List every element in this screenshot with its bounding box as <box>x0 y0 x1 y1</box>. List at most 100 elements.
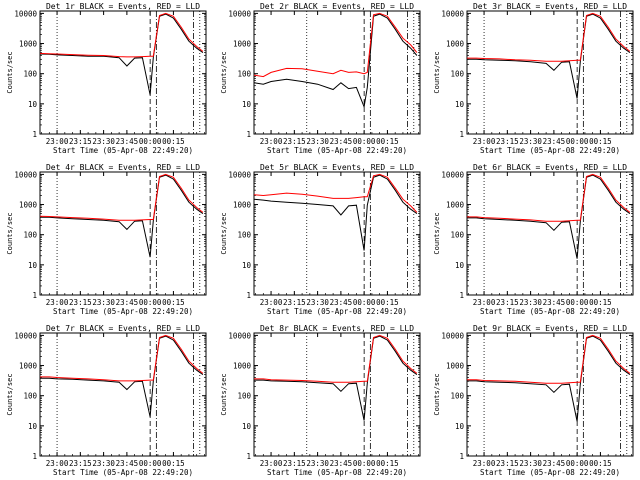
series-line-events <box>467 335 631 422</box>
x-axis-label: Start Time (05-Apr-08 22:49:20) <box>53 307 193 316</box>
series-line-lld <box>40 173 204 221</box>
x-axis-label: Start Time (05-Apr-08 22:49:20) <box>480 307 620 316</box>
y-tick-label: 10000 <box>14 170 37 179</box>
y-tick-label: 1 <box>32 130 37 139</box>
series-line-lld <box>467 334 631 384</box>
chart-panel-8: Det 8r BLACK = Events, RED = LLD 1 10 100 10… <box>220 324 421 477</box>
x-tick-label: 00:15 <box>376 137 399 146</box>
x-tick-label: 23:30 <box>306 459 329 468</box>
series-line-lld <box>254 334 418 383</box>
y-tick-label: 10000 <box>228 9 251 18</box>
x-tick-label: 23:45 <box>543 298 566 307</box>
x-tick-label: 00:15 <box>162 298 185 307</box>
x-tick-label: 23:15 <box>69 459 92 468</box>
panel-title: Det 8r BLACK = Events, RED = LLD <box>260 324 414 333</box>
y-axis-label: Counts/sec <box>433 212 441 254</box>
series-line-lld <box>40 334 204 382</box>
x-tick-label: 23:15 <box>496 137 519 146</box>
y-tick-label: 100 <box>23 70 37 79</box>
panel-title: Det 7r BLACK = Events, RED = LLD <box>46 324 200 333</box>
chart-panel-3: Det 3r BLACK = Events, RED = LLD 1 10 100 10… <box>433 2 634 155</box>
x-tick-label: 00:00 <box>353 137 376 146</box>
x-tick-label: 00:00 <box>353 298 376 307</box>
chart-panel-7: Det 7r BLACK = Events, RED = LLD 1 10 100 10… <box>6 324 207 477</box>
x-axis-label: Start Time (05-Apr-08 22:49:20) <box>267 468 407 477</box>
y-tick-label: 10000 <box>441 170 464 179</box>
panel-title: Det 9r BLACK = Events, RED = LLD <box>473 324 627 333</box>
y-tick-label: 10 <box>455 100 465 109</box>
x-tick-label: 23:00 <box>46 298 69 307</box>
y-tick-label: 10000 <box>14 331 37 340</box>
y-tick-label: 100 <box>237 392 251 401</box>
chart-panel-6: Det 6r BLACK = Events, RED = LLD 1 10 100 10… <box>433 163 634 316</box>
chart-panel-9: Det 9r BLACK = Events, RED = LLD 1 10 100 10… <box>433 324 634 477</box>
y-tick-label: 10 <box>242 261 252 270</box>
x-tick-label: 23:00 <box>473 137 496 146</box>
x-tick-label: 23:15 <box>283 137 306 146</box>
y-tick-label: 1 <box>246 130 251 139</box>
x-tick-label: 00:15 <box>589 137 612 146</box>
x-tick-label: 23:45 <box>330 459 353 468</box>
y-axis-label: Counts/sec <box>6 212 14 254</box>
panel-title: Det 5r BLACK = Events, RED = LLD <box>260 163 414 172</box>
x-tick-label: 23:30 <box>519 137 542 146</box>
x-tick-label: 23:15 <box>283 459 306 468</box>
x-tick-label: 23:45 <box>116 137 139 146</box>
x-tick-label: 00:15 <box>376 298 399 307</box>
series-line-lld <box>467 12 631 62</box>
x-tick-label: 23:00 <box>473 459 496 468</box>
x-tick-label: 23:45 <box>330 298 353 307</box>
y-tick-label: 1 <box>32 291 37 300</box>
y-tick-label: 10000 <box>228 331 251 340</box>
panel-title: Det 1r BLACK = Events, RED = LLD <box>46 2 200 11</box>
y-tick-label: 10 <box>242 100 252 109</box>
x-tick-label: 23:15 <box>496 298 519 307</box>
y-tick-label: 1 <box>459 452 464 461</box>
series-line-events <box>254 335 418 421</box>
x-tick-label: 00:00 <box>139 459 162 468</box>
x-tick-label: 00:00 <box>566 459 589 468</box>
series-line-events <box>40 335 204 417</box>
panel-title: Det 3r BLACK = Events, RED = LLD <box>473 2 627 11</box>
x-tick-label: 23:00 <box>46 459 69 468</box>
x-axis-label: Start Time (05-Apr-08 22:49:20) <box>267 307 407 316</box>
x-tick-label: 23:30 <box>306 137 329 146</box>
series-line-lld <box>467 173 631 222</box>
y-tick-label: 10 <box>242 422 252 431</box>
x-tick-label: 23:30 <box>92 459 115 468</box>
series-line-lld <box>254 173 418 213</box>
x-tick-label: 23:00 <box>473 298 496 307</box>
x-tick-label: 00:15 <box>162 137 185 146</box>
y-tick-label: 1000 <box>233 362 252 371</box>
y-tick-label: 100 <box>450 70 464 79</box>
x-axis-label: Start Time (05-Apr-08 22:49:20) <box>53 146 193 155</box>
x-tick-label: 23:45 <box>330 137 353 146</box>
y-tick-label: 10 <box>455 422 465 431</box>
y-tick-label: 10 <box>455 261 465 270</box>
series-line-lld <box>254 12 418 78</box>
panel-title: Det 6r BLACK = Events, RED = LLD <box>473 163 627 172</box>
y-tick-label: 1000 <box>19 40 38 49</box>
x-tick-label: 23:30 <box>92 137 115 146</box>
y-tick-label: 1000 <box>446 40 465 49</box>
y-tick-label: 1000 <box>233 201 252 210</box>
series-line-events <box>254 13 418 109</box>
x-axis-label: Start Time (05-Apr-08 22:49:20) <box>480 468 620 477</box>
y-axis-label: Counts/sec <box>433 51 441 93</box>
y-tick-label: 1000 <box>233 40 252 49</box>
x-tick-label: 00:15 <box>589 459 612 468</box>
series-line-events <box>467 174 631 259</box>
y-tick-label: 1000 <box>446 362 465 371</box>
plot-frame <box>253 332 421 457</box>
x-tick-label: 23:15 <box>283 298 306 307</box>
x-tick-label: 00:00 <box>566 137 589 146</box>
x-tick-label: 23:15 <box>69 298 92 307</box>
y-axis-label: Counts/sec <box>433 373 441 415</box>
x-tick-label: 23:45 <box>543 137 566 146</box>
series-line-lld <box>40 12 204 58</box>
x-tick-label: 23:30 <box>92 298 115 307</box>
y-tick-label: 1 <box>459 291 464 300</box>
series-line-events <box>40 174 204 258</box>
plot-frame <box>466 332 634 457</box>
y-tick-label: 10000 <box>441 9 464 18</box>
